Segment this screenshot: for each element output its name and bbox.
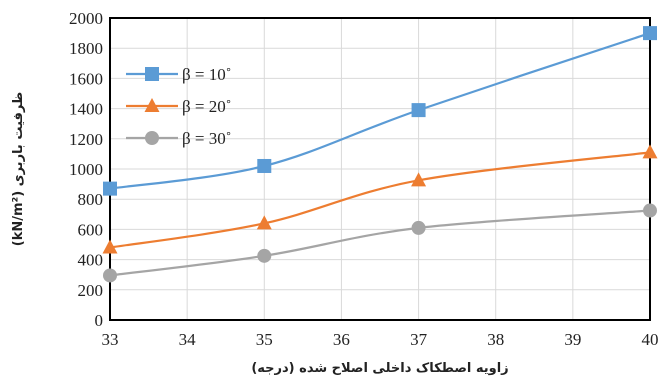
data-point — [643, 203, 657, 218]
y-tick-label: 1800 — [69, 39, 103, 58]
data-point — [642, 144, 658, 159]
x-tick-label: 37 — [410, 330, 428, 349]
x-tick-label: 39 — [564, 330, 581, 349]
data-point — [411, 220, 426, 235]
x-tick-label: 40 — [642, 330, 659, 349]
legend-label: β = 30˚ — [182, 129, 231, 148]
series-line — [109, 151, 651, 249]
series-3 — [103, 203, 657, 283]
legend-marker — [145, 131, 159, 145]
y-tick-label: 1400 — [69, 100, 103, 119]
x-tick-label: 34 — [179, 330, 197, 349]
x-axis-title: زاویه اصطکاک داخلی اصلاح شده (درجه) — [251, 361, 508, 376]
legend-marker — [145, 67, 159, 81]
legend-marker — [144, 98, 160, 112]
data-point — [643, 26, 657, 41]
series-2 — [102, 144, 658, 254]
y-tick-label: 800 — [78, 190, 104, 209]
y-tick-label: 1200 — [69, 130, 103, 149]
data-point — [103, 268, 117, 283]
y-tick-label: 2000 — [69, 9, 103, 28]
legend-label: β = 20˚ — [182, 97, 231, 116]
x-tick-label: 38 — [487, 330, 504, 349]
y-tick-label: 0 — [95, 311, 104, 330]
data-point — [411, 172, 427, 187]
series-line — [109, 209, 651, 277]
data-point — [257, 248, 272, 263]
data-point — [257, 158, 272, 173]
legend: β = 10˚ β = 20˚ β = 30˚ — [126, 65, 231, 148]
x-tick-label: 35 — [256, 330, 273, 349]
y-tick-label: 200 — [78, 281, 104, 300]
y-axis-ticks: 0 200 400 600 800 1000 1200 1400 1600 1800 2000 — [69, 9, 103, 330]
y-axis-title: ظرفیت باربری (kN/m²) — [11, 92, 26, 247]
series-group — [102, 26, 658, 283]
legend-label: β = 10˚ — [182, 65, 231, 84]
y-tick-label: 1000 — [69, 160, 103, 179]
x-axis-ticks: 33 34 35 36 37 38 39 40 — [102, 330, 659, 349]
plot-area-border — [109, 17, 651, 321]
data-point — [256, 215, 272, 230]
data-point — [103, 181, 117, 196]
x-tick-label: 33 — [102, 330, 119, 349]
data-point — [102, 239, 118, 254]
series-line — [109, 32, 651, 190]
legend-item: β = 20˚ — [126, 97, 231, 116]
legend-item: β = 30˚ — [126, 129, 231, 148]
y-tick-label: 600 — [78, 220, 104, 239]
x-tick-label: 36 — [333, 330, 350, 349]
legend-item: β = 10˚ — [126, 65, 231, 84]
y-tick-label: 1600 — [69, 69, 103, 88]
series-1 — [103, 26, 657, 196]
data-point — [411, 103, 426, 118]
gridlines — [109, 17, 651, 321]
y-tick-label: 400 — [78, 251, 104, 270]
